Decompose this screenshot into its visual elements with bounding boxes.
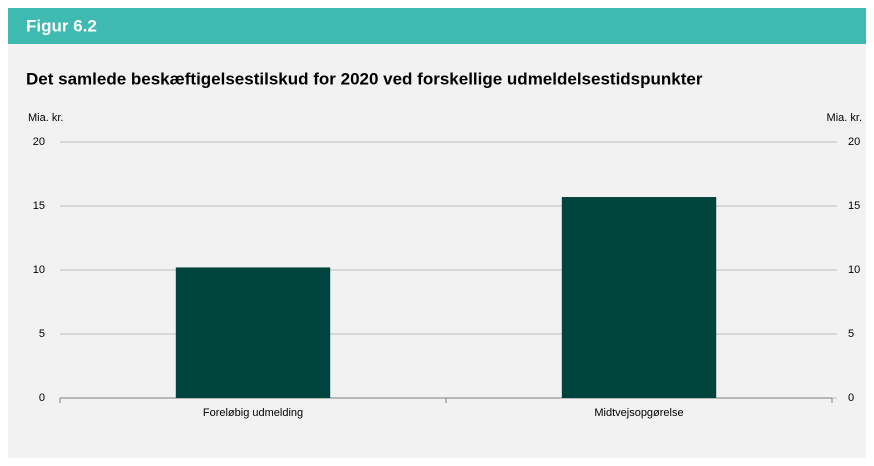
y-tick-label: 15 bbox=[33, 200, 45, 212]
y-tick-label: 5 bbox=[39, 328, 45, 340]
x-tick-label: Foreløbig udmelding bbox=[203, 407, 303, 419]
y2-tick-label: 0 bbox=[848, 392, 854, 404]
y-tick-label: 0 bbox=[39, 392, 45, 404]
chart-background bbox=[8, 44, 866, 458]
x-tick-label: Midtvejsopgørelse bbox=[594, 407, 683, 419]
figure-label: Figur 6.2 bbox=[26, 16, 97, 35]
y-axis-label: Mia. kr. bbox=[28, 112, 63, 124]
y2-tick-label: 20 bbox=[848, 136, 860, 148]
y2-tick-label: 5 bbox=[848, 328, 854, 340]
header-band bbox=[8, 8, 866, 44]
y-tick-label: 20 bbox=[33, 136, 45, 148]
y2-axis-label: Mia. kr. bbox=[827, 112, 862, 124]
y2-tick-label: 15 bbox=[848, 200, 860, 212]
bar bbox=[175, 267, 331, 398]
y-tick-label: 10 bbox=[33, 264, 45, 276]
bar bbox=[561, 197, 717, 398]
y2-tick-label: 10 bbox=[848, 264, 860, 276]
chart-title: Det samlede beskæftigelsestilskud for 20… bbox=[26, 69, 703, 88]
